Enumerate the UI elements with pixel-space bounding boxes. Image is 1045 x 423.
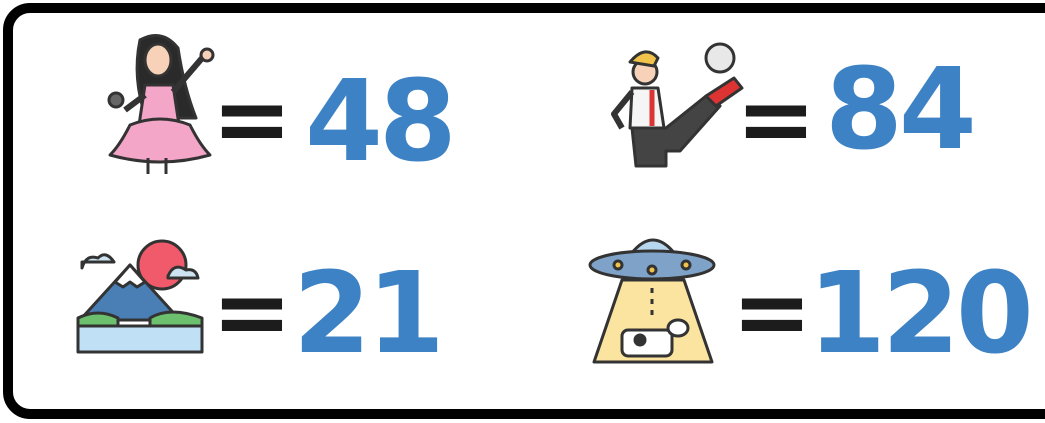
equals-sign: =: [736, 63, 816, 175]
soccer-icon: [611, 42, 744, 168]
number: 21: [293, 249, 441, 379]
equals-sign: =: [212, 63, 292, 175]
number: 48: [305, 57, 453, 187]
number: 84: [825, 45, 973, 175]
equals-sign: =: [732, 256, 812, 368]
singer-icon: [107, 34, 215, 174]
mountain-icon: [76, 239, 204, 354]
ufo-icon: [588, 238, 716, 364]
number: 120: [808, 249, 1030, 379]
frame: [3, 3, 1045, 419]
equals-sign: =: [212, 256, 292, 368]
